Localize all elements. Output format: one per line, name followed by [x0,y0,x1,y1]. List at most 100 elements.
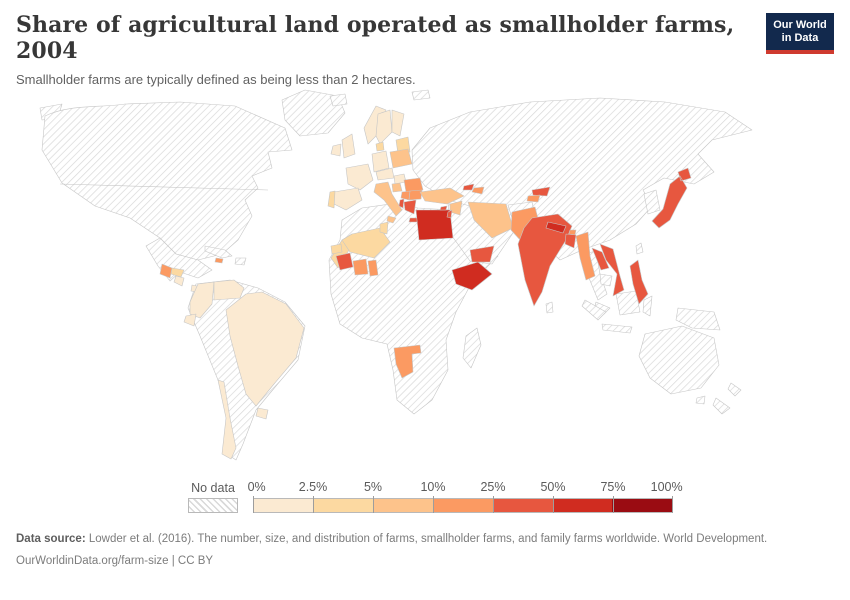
country-algeria[interactable] [341,227,391,259]
country-iran[interactable] [467,201,514,239]
legend-bin-25-50%[interactable] [492,499,553,512]
us-canada-border [59,183,269,191]
landmass-australia-nodata[interactable] [638,325,720,395]
legend-bin-5-10%[interactable] [373,499,434,512]
country-egypt[interactable] [415,209,454,241]
country-tajikistan[interactable] [526,194,541,203]
country-serbia[interactable] [400,190,411,201]
legend-tick-labels: 0% 2.5% 5% 10% 25% 50% 75% 100% [248,480,683,495]
legend-bin-75-100%[interactable] [612,499,673,512]
legend-no-data-label: No data [191,481,235,495]
legend-bin-2.5-5%[interactable] [313,499,374,512]
country-spain[interactable] [333,187,363,211]
legend-no-data: No data [188,481,238,513]
country-tunisia[interactable] [379,221,389,235]
country-jamaica[interactable] [214,257,224,264]
country-georgia[interactable] [462,183,475,191]
country-albania[interactable] [398,198,405,209]
owid-logo-line2: in Data [781,32,819,44]
landmass-greenland-nodata[interactable] [281,89,346,137]
country-chile[interactable] [217,379,237,460]
country-cyprus[interactable] [439,205,448,211]
landmass-new-zealand-nodata[interactable] [712,382,742,415]
landmass-borneo-nodata[interactable] [615,290,641,316]
country-venezuela[interactable] [213,279,245,301]
country-namibia[interactable] [393,344,422,379]
country-poland[interactable] [389,148,413,169]
country-japan[interactable] [651,167,692,229]
chart-footer: Data source: Lowder et al. (2016). The n… [16,531,830,571]
landmass-sulawesi-nodata[interactable] [642,295,653,317]
legend-bin-10-25%[interactable] [433,499,493,512]
landmass-srilanka-nodata[interactable] [545,301,554,314]
country-kyrgyzstan[interactable] [531,186,551,197]
legend-tick-label: 75% [600,480,626,494]
country-lebanon[interactable] [446,209,453,219]
license-line[interactable]: OurWorldinData.org/farm-size | CC BY [16,555,214,568]
country-ecuador[interactable] [183,313,197,327]
country-denmark[interactable] [375,141,385,152]
country-colombia[interactable] [189,281,215,319]
legend-tick-label: 100% [650,480,683,494]
country-brazil[interactable] [225,291,305,407]
country-uruguay[interactable] [255,407,269,420]
world-map[interactable] [0,88,850,473]
legend-colorbar: 0% 2.5% 5% 10% 25% 50% 75% 100% [248,480,683,513]
country-turkey[interactable] [419,187,465,205]
country-vietnam[interactable] [599,243,625,297]
country-nicaragua[interactable] [173,275,185,287]
country-senegal[interactable] [330,243,343,255]
country-france[interactable] [345,163,374,191]
landmass-hispaniola-nodata[interactable] [234,257,247,266]
country-india[interactable] [517,213,573,307]
country-ireland[interactable] [330,143,342,157]
world-map-container [0,88,850,473]
country-sweden[interactable] [375,109,393,145]
country-romania[interactable] [403,177,424,193]
landmass-north-america-nodata[interactable] [41,101,293,261]
country-cote-divoire[interactable] [352,258,369,276]
country-portugal[interactable] [327,190,336,209]
country-bulgaria[interactable] [408,189,423,201]
country-guatemala[interactable] [159,263,173,279]
country-bangladesh[interactable] [564,233,577,249]
country-yemen[interactable] [469,245,495,263]
legend-tick-label: 5% [363,480,383,494]
chart-title: Share of agricultural land operated as s… [16,12,735,65]
country-ghana[interactable] [367,259,379,277]
landmass-new-guinea-nodata[interactable] [675,307,721,331]
landmass-sumatra-nodata[interactable] [581,299,607,321]
country-syria[interactable] [449,200,463,216]
legend-bin-50-75%[interactable] [552,499,613,512]
country-guinea[interactable] [335,252,354,271]
legend-tick-label: 25% [480,480,506,494]
country-ethiopia[interactable] [451,261,493,291]
country-azerbaijan[interactable] [471,186,485,195]
country-philippines[interactable] [629,259,649,305]
country-finland[interactable] [391,109,405,137]
landmass-iceland-nodata[interactable] [329,93,348,107]
legend-tick-label: 50% [540,480,566,494]
landmass-svalbard-nodata[interactable] [411,89,431,101]
country-croatia[interactable] [391,182,403,193]
landmass-madagascar-nodata[interactable] [462,327,482,369]
legend-tick-label: 2.5% [298,480,328,494]
country-united-kingdom[interactable] [341,133,356,159]
landmass-korea-nodata[interactable] [643,189,661,215]
landmass-java-nodata[interactable] [601,323,633,334]
country-germany[interactable] [371,150,390,173]
map-legend: No data 0% 2.5% 5% 10% 25% 50% 75% 100% [188,480,683,513]
landmass-cuba-nodata[interactable] [204,245,233,259]
country-nepal[interactable] [545,221,567,234]
owid-logo[interactable]: Our World in Data [766,13,834,54]
landmass-tasmania-nodata[interactable] [695,395,706,405]
country-italy[interactable] [373,181,403,224]
legend-no-data-swatch[interactable] [188,498,238,513]
country-myanmar[interactable] [575,231,596,281]
legend-bin-0-2.5%[interactable] [254,499,314,512]
source-label: Data source: [16,533,86,545]
landmass-cambodia-nodata[interactable] [599,273,613,287]
country-laos[interactable] [591,247,610,271]
landmass-taiwan-nodata[interactable] [635,242,644,255]
